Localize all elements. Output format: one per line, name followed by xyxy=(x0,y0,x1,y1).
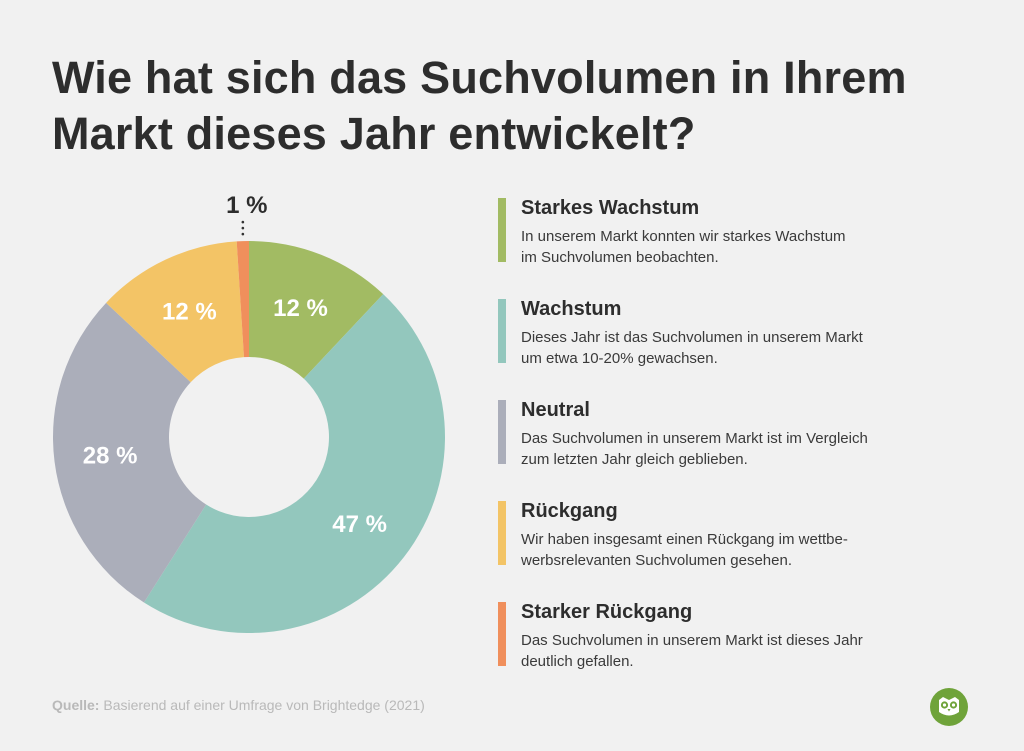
legend-description: Wir haben insgesamt einen Rückgang im we… xyxy=(521,529,968,571)
legend-description-line: um etwa 10-20% gewachsen. xyxy=(521,350,718,367)
slice-label-0: 12 % xyxy=(273,295,328,322)
slice-label-1: 47 % xyxy=(332,511,387,538)
legend-item-starker-rueckgang: Starker Rückgang Das Suchvolumen in unse… xyxy=(498,600,968,701)
legend-description-line: In unserem Markt konnten wir starkes Wac… xyxy=(521,228,846,245)
legend-description-line: Das Suchvolumen in unserem Markt ist die… xyxy=(521,632,863,649)
legend-description: Das Suchvolumen in unserem Markt ist die… xyxy=(521,630,968,672)
legend-description-line: Wir haben insgesamt einen Rückgang im we… xyxy=(521,531,848,548)
legend-description: In unserem Markt konnten wir starkes Wac… xyxy=(521,226,968,268)
legend-description-line: Das Suchvolumen in unserem Markt ist im … xyxy=(521,430,868,447)
slice-3 xyxy=(106,241,244,383)
slice-label-2: 28 % xyxy=(83,443,138,470)
legend-item-starkes-wachstum: Starkes Wachstum In unserem Markt konnte… xyxy=(498,196,968,297)
owl-icon xyxy=(930,688,968,726)
slice-4 xyxy=(236,241,249,358)
slice-1 xyxy=(143,294,445,633)
legend-item-wachstum: Wachstum Dieses Jahr ist das Suchvolumen… xyxy=(498,297,968,398)
leader-dot xyxy=(241,220,245,224)
legend-swatch xyxy=(498,501,506,565)
legend-title: Rückgang xyxy=(521,500,618,522)
legend-swatch xyxy=(498,400,506,464)
legend-swatch xyxy=(498,198,506,262)
legend-title: Starker Rückgang xyxy=(521,601,693,623)
slice-label-4: 1 % xyxy=(226,192,267,219)
source-label: Quelle: xyxy=(52,697,100,713)
page-title: Wie hat sich das Suchvolumen in Ihrem Ma… xyxy=(52,52,907,159)
legend-title: Neutral xyxy=(521,399,590,421)
legend-description-line: im Suchvolumen beobachten. xyxy=(521,249,719,266)
legend: Starkes Wachstum In unserem Markt konnte… xyxy=(498,196,968,701)
donut-chart: 12 % 47 % 28 % 12 % 1 % xyxy=(40,190,460,650)
source-text: Basierend auf einer Umfrage von Brighted… xyxy=(103,697,425,713)
legend-description: Das Suchvolumen in unserem Markt ist im … xyxy=(521,428,968,470)
slice-label-3: 12 % xyxy=(162,298,217,325)
legend-title: Starkes Wachstum xyxy=(521,197,700,219)
donut-chart-svg: 12 % 47 % 28 % 12 % 1 % xyxy=(52,192,445,633)
leader-dot xyxy=(241,226,245,230)
legend-description-line: Dieses Jahr ist das Suchvolumen in unser… xyxy=(521,329,863,346)
legend-description-line: zum letzten Jahr gleich geblieben. xyxy=(521,451,748,468)
slice-2 xyxy=(52,302,207,603)
slice-0 xyxy=(249,241,384,379)
source-note: Quelle: Basierend auf einer Umfrage von … xyxy=(52,697,425,713)
leader-dot xyxy=(241,232,245,236)
legend-description: Dieses Jahr ist das Suchvolumen in unser… xyxy=(521,327,968,369)
legend-item-rueckgang: Rückgang Wir haben insgesamt einen Rückg… xyxy=(498,499,968,600)
legend-swatch xyxy=(498,602,506,666)
legend-title: Wachstum xyxy=(521,298,622,320)
legend-item-neutral: Neutral Das Suchvolumen in unserem Markt… xyxy=(498,398,968,499)
legend-swatch xyxy=(498,299,506,363)
legend-description-line: werbsrelevanten Suchvolumen gesehen. xyxy=(521,552,793,569)
legend-description-line: deutlich gefallen. xyxy=(521,653,634,670)
owl-logo-svg xyxy=(939,697,959,716)
